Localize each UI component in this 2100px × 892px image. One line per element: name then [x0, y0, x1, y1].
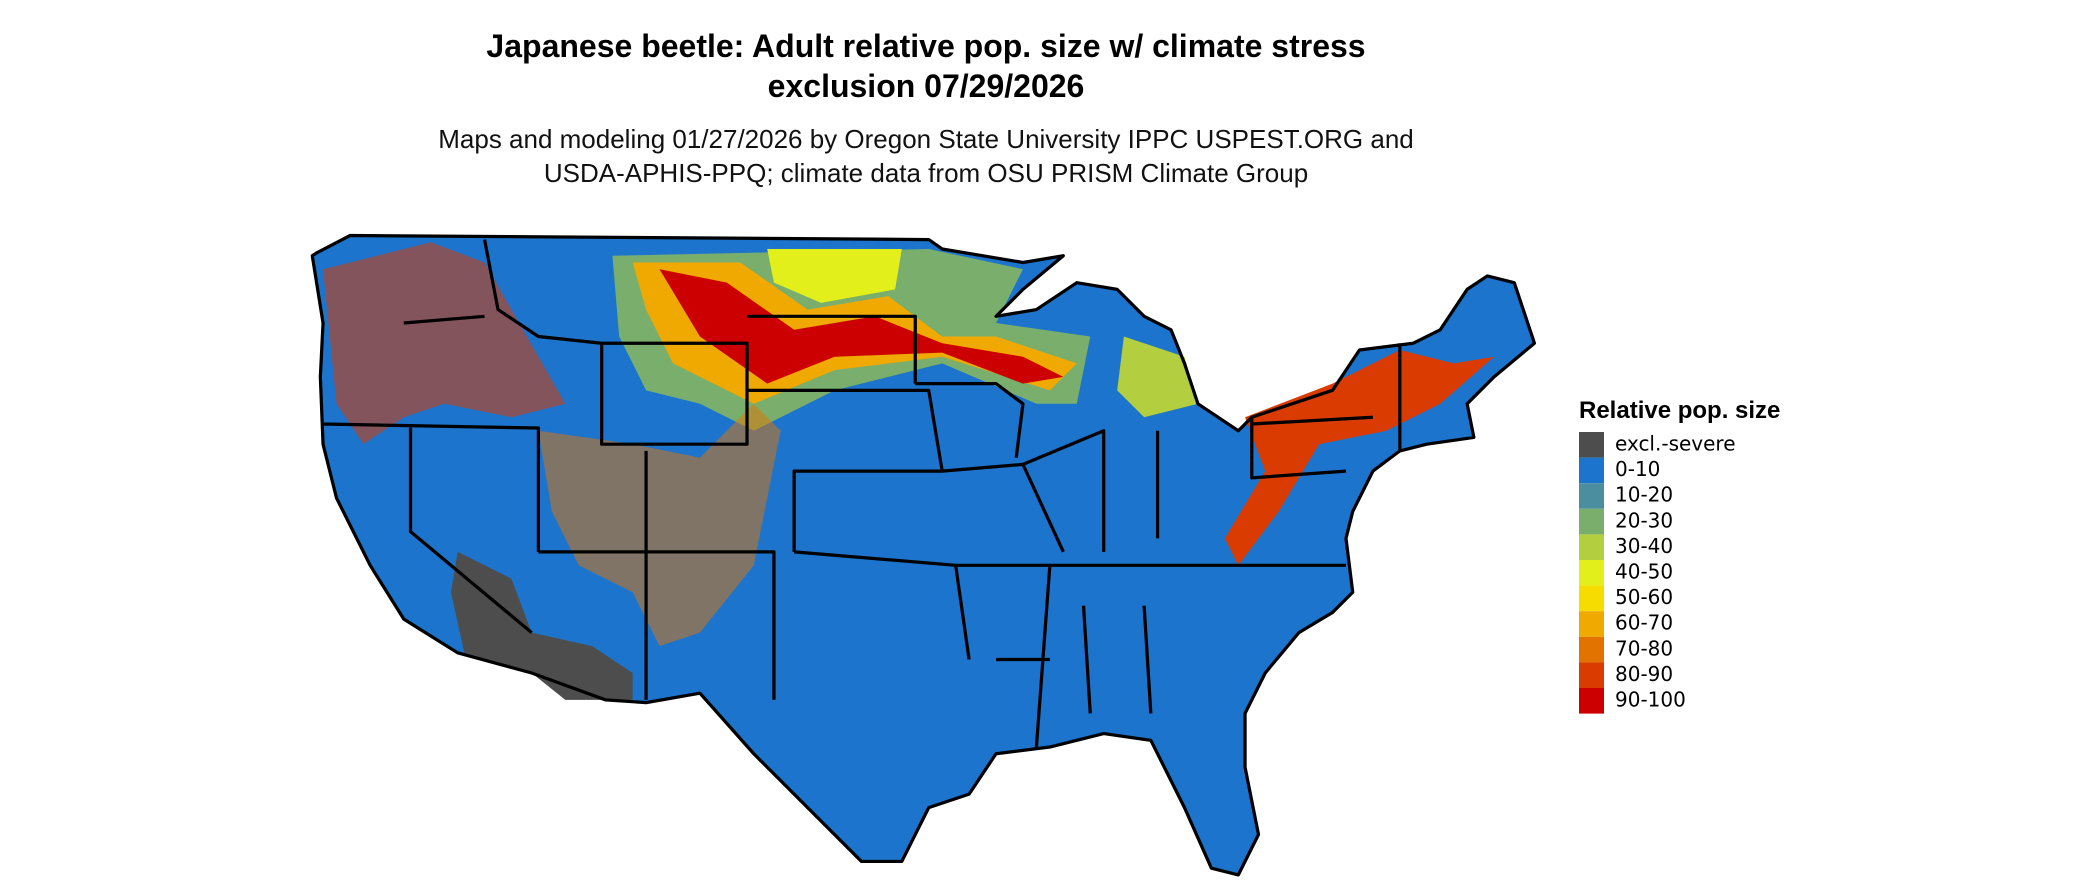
legend-label: excl.-severe [1615, 432, 1736, 456]
title: exclusion 07/29/2026 [768, 68, 1085, 104]
legend: excl.-severe0-1010-2020-3030-4040-5050-6… [1579, 432, 1736, 714]
legend-label: 0-10 [1615, 457, 1660, 481]
map [310, 233, 1537, 877]
legend-title: Relative pop. size [1579, 397, 1780, 424]
legend-label: 10-20 [1615, 483, 1673, 507]
legend-label: 50-60 [1615, 585, 1673, 609]
legend-label: 80-90 [1615, 662, 1673, 686]
legend-label: 30-40 [1615, 534, 1673, 558]
legend-label: 90-100 [1615, 688, 1686, 712]
suitable-area [767, 249, 902, 303]
us-land [312, 235, 1535, 875]
legend-swatch [1579, 483, 1604, 509]
suitable-area [538, 403, 781, 647]
suitable-area [659, 269, 1064, 384]
legend-swatch [1579, 662, 1604, 688]
suitable-area [1117, 336, 1198, 418]
subtitle: USDA-APHIS-PPQ; climate data from OSU PR… [544, 158, 1308, 188]
suitable-area [323, 242, 566, 445]
legend-swatch [1579, 432, 1604, 458]
title: Japanese beetle: Adult relative pop. siz… [486, 28, 1365, 64]
legend-swatch [1579, 508, 1604, 535]
legend-swatch [1579, 611, 1604, 637]
subtitle: Maps and modeling 01/27/2026 by Oregon S… [438, 124, 1414, 154]
legend-swatch [1579, 585, 1604, 612]
state-borders [310, 233, 1537, 877]
legend-swatch [1579, 457, 1604, 484]
legend-label: 60-70 [1615, 611, 1673, 635]
excluded-area [450, 551, 633, 700]
legend-swatch [1579, 688, 1604, 714]
legend-label: 70-80 [1615, 636, 1673, 660]
legend-label: 20-30 [1615, 508, 1673, 532]
legend-swatch [1579, 636, 1604, 663]
legend-swatch [1579, 560, 1604, 586]
legend-label: 40-50 [1615, 560, 1673, 584]
legend-swatch [1579, 534, 1604, 560]
